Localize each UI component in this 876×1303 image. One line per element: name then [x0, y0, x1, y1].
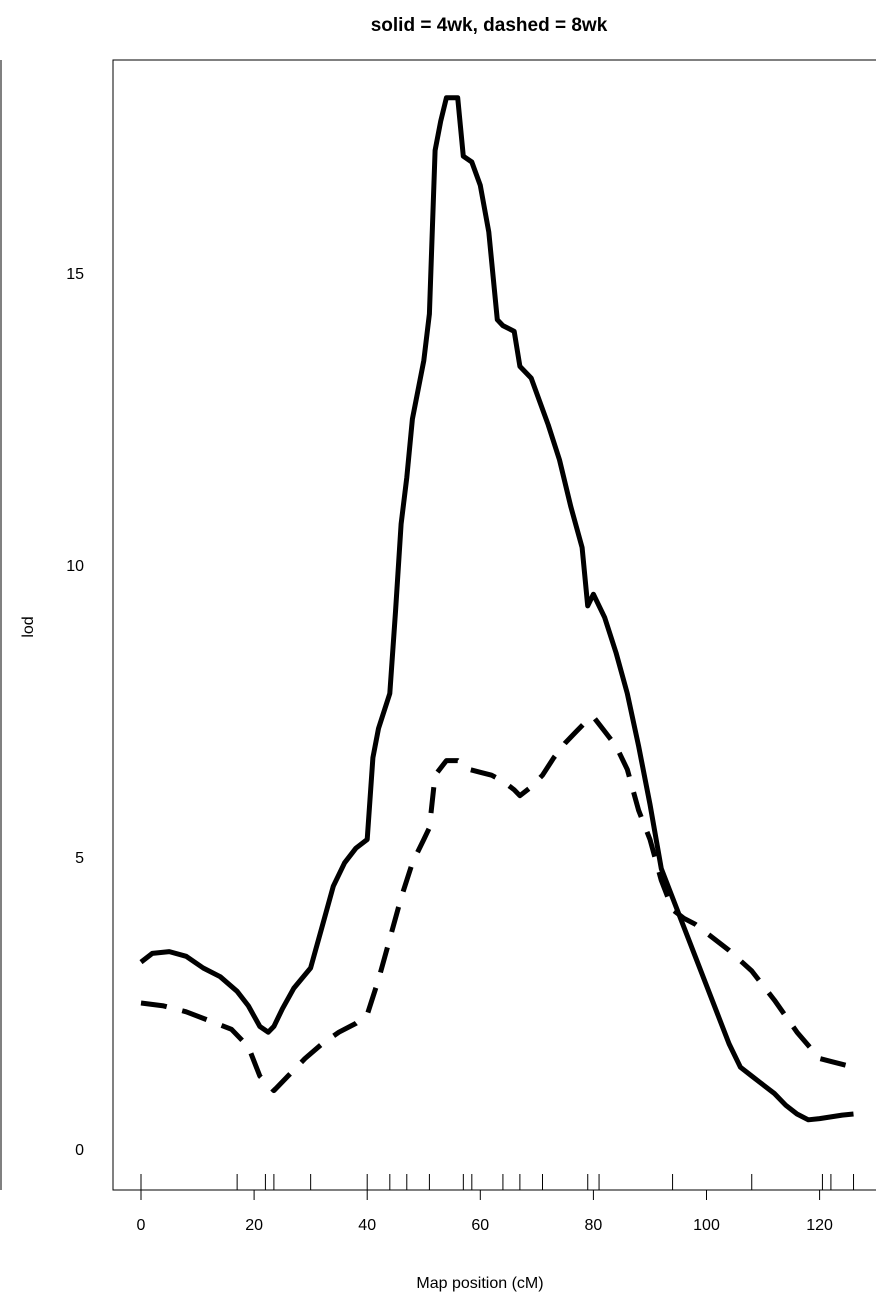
x-axis: 0 20 40 60 80 100 120	[137, 1190, 833, 1234]
series-group	[139, 95, 855, 1123]
y-tick-label: 15	[66, 266, 84, 283]
plot-frame	[112, 59, 876, 1191]
x-axis-label: Map position (cM)	[416, 1275, 543, 1292]
y-tick-label: 10	[66, 558, 84, 575]
y-axis: 0 5 10 15	[66, 266, 84, 1159]
x-tick-label: 80	[585, 1217, 603, 1234]
y-tick-label: 0	[75, 1142, 84, 1159]
x-tick-label: 40	[358, 1217, 376, 1234]
x-tick-label: 20	[245, 1217, 263, 1234]
marker-rug	[140, 1174, 855, 1190]
x-tick-label: 120	[806, 1217, 833, 1234]
y-tick-label: 5	[75, 850, 84, 867]
x-tick-label: 0	[137, 1217, 146, 1234]
x-tick-label: 100	[693, 1217, 720, 1234]
y-axis-label: lod	[20, 616, 37, 637]
x-tick-label: 60	[471, 1217, 489, 1234]
chart-title: solid = 4wk, dashed = 8wk	[371, 15, 608, 36]
solid-series-line	[139, 95, 854, 1123]
dashed-series-line	[140, 714, 855, 1094]
